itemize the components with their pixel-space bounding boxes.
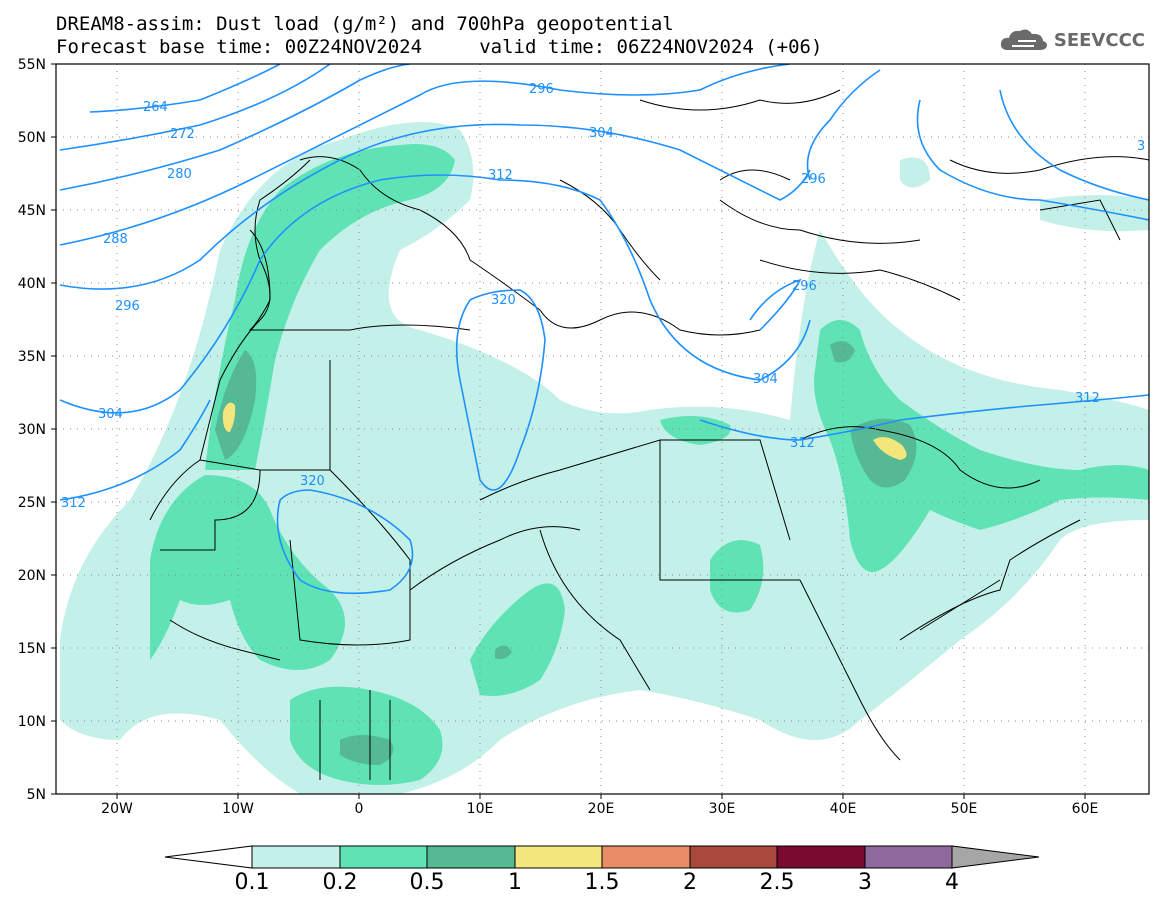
contour-label: 296 [801,172,826,187]
lat-label: 15N [18,641,46,657]
colorbar-label: 0.1 [234,870,270,895]
map-title-line1: DREAM8-assim: Dust load (g/m²) and 700hP… [56,13,674,35]
lon-label: 10W [222,801,254,817]
colorbar-segment [864,845,953,869]
colorbar-segment [251,845,341,869]
lat-label: 35N [18,349,46,365]
lon-label: 0 [355,801,364,817]
lat-label: 25N [18,495,46,511]
contour-label: 304 [753,372,778,387]
colorbar-segment [339,845,428,869]
contour-label: 320 [300,474,325,489]
lon-label: 30E [709,801,736,817]
lat-label: 40N [18,276,46,292]
graticule [56,64,1149,794]
lat-label: 10N [18,714,46,730]
contour-label: 280 [167,167,192,182]
lon-label: 20E [588,801,615,817]
contour-label: 320 [491,293,516,308]
colorbar-segment [776,845,866,869]
map-title-line2: Forecast base time: 00Z24NOV2024 valid t… [56,36,823,58]
contour-label: 296 [529,82,554,97]
contour-label: 312 [1075,391,1100,406]
colorbar-label: 0.2 [322,870,358,895]
colorbar-label: 3 [858,870,872,895]
lat-label: 30N [18,422,46,438]
lon-label: 40E [830,801,857,817]
contour-label: 296 [792,279,817,294]
colorbar-label: 4 [945,870,959,895]
colorbar-right-arrow [951,845,1040,869]
colorbar-left-arrow [164,845,253,869]
longitude-labels: 20W 10W 0 10E 20E 30E 40E 50E 60E [101,801,1098,817]
colorbar-label: 0.5 [409,870,445,895]
lon-label: 20W [101,801,133,817]
dust-fill-layer [60,122,1149,794]
colorbar-label: 2 [683,870,697,895]
contour-label: 312 [488,168,513,183]
latitude-labels: 55N 50N 45N 40N 35N 30N 25N 20N 15N 10N … [18,57,46,803]
colorbar-segment [426,845,516,869]
lon-label: 10E [467,801,494,817]
lon-label: 50E [951,801,978,817]
contour-label: 272 [170,127,195,142]
lat-label: 55N [18,57,46,73]
colorbar-segment [689,845,778,869]
contour-label: 3 [1137,139,1145,154]
cloud-icon [1000,29,1047,50]
contour-label: 296 [115,299,140,314]
colorbar-label: 1.5 [584,870,620,895]
contour-label: 312 [61,496,86,511]
colorbar-segment [601,845,691,869]
axis-ticks [51,63,1086,799]
logo-text: SEEVCCC [1053,29,1145,51]
lat-label: 50N [18,130,46,146]
colorbar-label: 2.5 [759,870,795,895]
colorbar-segment [514,845,603,869]
geopotential-contours [59,64,1149,595]
lat-label: 5N [27,787,46,803]
colorbar [164,845,1040,869]
contour-label: 304 [98,407,123,422]
contour-label: 304 [589,126,614,141]
lat-label: 20N [18,568,46,584]
seevccc-logo: SEEVCCC [998,26,1145,54]
lon-label: 60E [1072,801,1099,817]
lat-label: 45N [18,203,46,219]
contour-label: 264 [143,100,168,115]
contour-label: 288 [103,232,128,247]
colorbar-label: 1 [508,870,522,895]
contour-label: 312 [790,436,815,451]
